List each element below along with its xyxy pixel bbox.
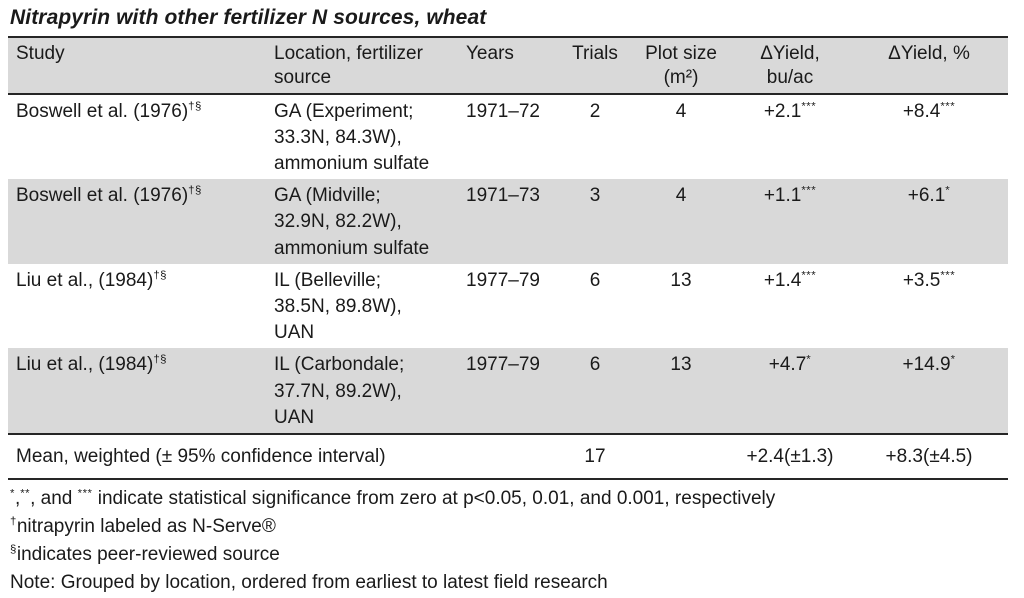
cell-dyield-bu: +4.7*: [768, 354, 812, 376]
cell-trials: 6: [589, 354, 601, 376]
col-header-trials: Trials: [558, 36, 630, 95]
cell-dyield-pct: +6.1*: [907, 184, 951, 207]
footnote-nserve: †nitrapyrin labeled as N-Serve®: [10, 515, 276, 538]
significance-marks: ***: [801, 184, 817, 197]
header-line: bu/ac: [766, 66, 814, 88]
cell-dyield-bu: +2.1***: [763, 100, 817, 122]
header-row: Study Location, fertilizer source Years …: [8, 36, 1008, 95]
mean-row: Mean, weighted (± 95% confidence interva…: [8, 433, 1008, 481]
footnotes: *,**, and *** indicate statistical signi…: [10, 485, 1010, 597]
study-footnote-marks: †§: [153, 354, 167, 367]
significance-marks: *: [806, 354, 812, 367]
significance-marks: *: [950, 354, 956, 367]
significance-marks: ***: [801, 100, 817, 113]
header-line: Years: [466, 43, 514, 64]
cell-location: IL (Carbondale; 37.7N, 89.2W), UAN: [274, 354, 405, 428]
table-row: Liu et al., (1984)†§ IL (Carbondale; 37.…: [8, 348, 1008, 435]
significance-marks: ***: [940, 269, 956, 282]
cell-dyield-bu: +1.1***: [763, 184, 817, 207]
significance-marks: *: [945, 184, 951, 197]
footnote-peer-reviewed: §indicates peer-reviewed source: [10, 543, 280, 566]
mean-label: Mean, weighted (± 95% confidence interva…: [8, 433, 558, 481]
col-header-location: Location, fertilizer source: [266, 36, 458, 95]
col-header-study: Study: [8, 36, 266, 95]
study-footnote-marks: †§: [188, 100, 202, 113]
cell-plot-size: 13: [670, 269, 692, 291]
mean-trials: 17: [558, 433, 630, 481]
asterisk-mark: **: [20, 488, 31, 501]
footnote-significance: *,**, and *** indicate statistical signi…: [10, 488, 776, 510]
cell-study: Liu et al., (1984)†§: [16, 354, 167, 376]
cell-study: Boswell et al. (1976)†§: [16, 100, 202, 122]
cell-dyield-pct: +8.4***: [902, 100, 956, 122]
page-title: Nitrapyrin with other fertilizer N sourc…: [10, 6, 487, 29]
table-row: Boswell et al. (1976)†§ GA (Experiment; …: [8, 94, 1008, 180]
cell-trials: 3: [589, 185, 601, 207]
significance-marks: ***: [801, 269, 817, 282]
cell-trials: 6: [589, 269, 601, 291]
header-line: (m²): [663, 66, 699, 88]
asterisk-mark: ***: [77, 488, 93, 501]
study-footnote-marks: †§: [188, 184, 202, 197]
cell-dyield-pct: +3.5***: [902, 269, 956, 291]
cell-years: 1977–79: [466, 269, 540, 291]
asterisk-mark: *: [10, 488, 15, 501]
significance-marks: ***: [940, 100, 956, 113]
cell-study: Liu et al., (1984)†§: [16, 269, 167, 291]
cell-location: GA (Midville; 32.9N, 82.2W), ammonium su…: [274, 185, 430, 259]
mean-dyield-bu: +2.4(±1.3): [730, 433, 848, 481]
dagger-mark: †: [10, 515, 17, 528]
section-mark: §: [10, 543, 17, 556]
header-line: Plot size: [645, 43, 717, 64]
col-header-years: Years: [458, 36, 558, 95]
header-line: ΔYield,: [760, 43, 820, 64]
col-header-plot-size: Plot size (m²): [630, 36, 730, 95]
header-line: source: [274, 66, 332, 88]
header-line: Study: [16, 43, 65, 64]
cell-plot-size: 13: [670, 354, 692, 376]
cell-study: Boswell et al. (1976)†§: [16, 184, 202, 207]
header-line: ΔYield, %: [888, 43, 970, 64]
mean-dyield-pct: +8.3(±4.5): [848, 433, 1008, 481]
table-row: Liu et al., (1984)†§ IL (Belleville; 38.…: [8, 264, 1008, 349]
cell-years: 1977–79: [466, 354, 540, 376]
cell-dyield-bu: +1.4***: [763, 269, 817, 291]
col-header-dyield-bu: ΔYield, bu/ac: [730, 36, 848, 95]
cell-dyield-pct: +14.9*: [902, 354, 956, 376]
results-table: Study Location, fertilizer source Years …: [8, 36, 1008, 481]
cell-plot-size: 4: [675, 100, 687, 122]
col-header-dyield-pct: ΔYield, %: [848, 36, 1008, 95]
mean-plot-size: [630, 433, 730, 481]
table-row: Boswell et al. (1976)†§ GA (Midville; 32…: [8, 179, 1008, 264]
header-line: Location, fertilizer: [274, 43, 423, 64]
cell-years: 1971–72: [466, 100, 540, 122]
cell-location: IL (Belleville; 38.5N, 89.8W), UAN: [274, 269, 402, 344]
cell-plot-size: 4: [675, 185, 687, 207]
cell-trials: 2: [589, 100, 601, 122]
cell-years: 1971–73: [466, 185, 540, 207]
header-line: Trials: [572, 43, 618, 64]
cell-location: GA (Experiment; 33.3N, 84.3W), ammonium …: [274, 100, 430, 174]
study-footnote-marks: †§: [153, 269, 167, 282]
footnote-note: Note: Grouped by location, ordered from …: [10, 572, 608, 594]
